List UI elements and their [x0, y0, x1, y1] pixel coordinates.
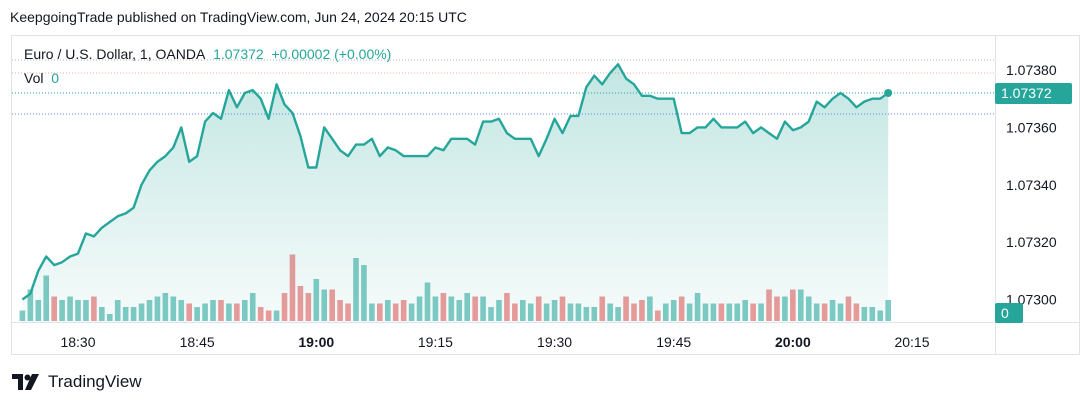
x-tick-label: 19:15 [418, 334, 453, 350]
x-tick-label: 18:45 [180, 334, 215, 350]
symbol-name: Euro / U.S. Dollar, 1, OANDA [24, 46, 206, 62]
price-line [21, 63, 889, 301]
volume-label: Vol [24, 70, 44, 86]
y-tick-label: 1.07340 [1006, 177, 1057, 193]
volume-legend[interactable]: Vol 0 [24, 70, 59, 86]
y-tick-label: 1.07380 [1006, 62, 1057, 78]
x-tick-label: 20:00 [775, 334, 811, 350]
last-price-tag: 1.07372 [995, 83, 1072, 104]
brand-name: TradingView [48, 372, 142, 391]
y-tick-label: 1.07320 [1006, 234, 1057, 250]
x-tick-label: 20:15 [894, 334, 929, 350]
price-area-fill [22, 64, 889, 323]
x-tick-label: 18:30 [60, 334, 95, 350]
x-tick-label: 19:30 [537, 334, 572, 350]
x-tick-label: 19:00 [298, 334, 334, 350]
tradingview-logo-icon [12, 374, 39, 390]
price-change: +0.00002 (+0.00%) [271, 46, 392, 62]
publish-caption: KeepgoingTrade published on TradingView.… [10, 9, 467, 25]
volume-tag: 0 [995, 303, 1023, 323]
y-tick-label: 1.07360 [1006, 119, 1057, 135]
x-tick-label: 19:45 [656, 334, 691, 350]
footer-brand[interactable]: TradingView [12, 372, 142, 392]
volume-value: 0 [51, 70, 60, 86]
symbol-legend[interactable]: Euro / U.S. Dollar, 1, OANDA 1.07372 +0.… [24, 46, 391, 62]
last-price: 1.07372 [213, 46, 264, 62]
